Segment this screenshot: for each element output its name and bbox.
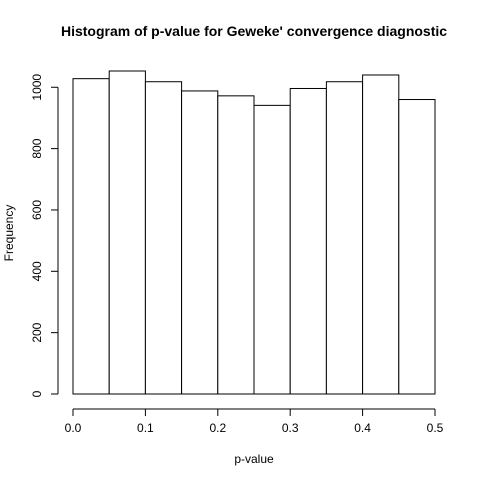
y-tick-label: 800 <box>30 138 44 158</box>
bars-group <box>72 70 436 395</box>
y-axis-label: Frequency <box>2 205 16 262</box>
histogram-bar <box>325 81 364 395</box>
histogram-bar <box>253 104 291 395</box>
x-tick-label: 0.1 <box>137 421 154 435</box>
histogram-bar <box>108 70 146 395</box>
x-tick-label: 0.2 <box>209 421 226 435</box>
x-tick-label: 0.4 <box>354 421 371 435</box>
chart-title: Histogram of p-value for Geweke' converg… <box>61 23 447 39</box>
x-tick-label: 0.0 <box>65 421 82 435</box>
y-tick-label: 600 <box>30 200 44 220</box>
histogram-bar <box>144 81 183 395</box>
histogram-bar <box>289 87 327 395</box>
histogram-bar <box>72 78 110 395</box>
x-axis-label: p-value <box>234 452 274 466</box>
y-tick-label: 400 <box>30 261 44 281</box>
x-axis: 0.0 0.1 0.2 0.3 0.4 0.5 <box>65 408 444 435</box>
x-tick-label: 0.5 <box>427 421 444 435</box>
x-tick-label: 0.3 <box>282 421 299 435</box>
y-tick-label: 1000 <box>30 74 44 101</box>
histogram-bar <box>398 99 436 395</box>
histogram-bar <box>362 74 400 395</box>
histogram-bar <box>181 90 219 395</box>
histogram-bar <box>217 95 255 395</box>
y-tick-label: 200 <box>30 322 44 342</box>
y-tick-label: 0 <box>30 390 44 397</box>
y-axis: 0 200 400 600 800 1000 <box>30 74 59 397</box>
